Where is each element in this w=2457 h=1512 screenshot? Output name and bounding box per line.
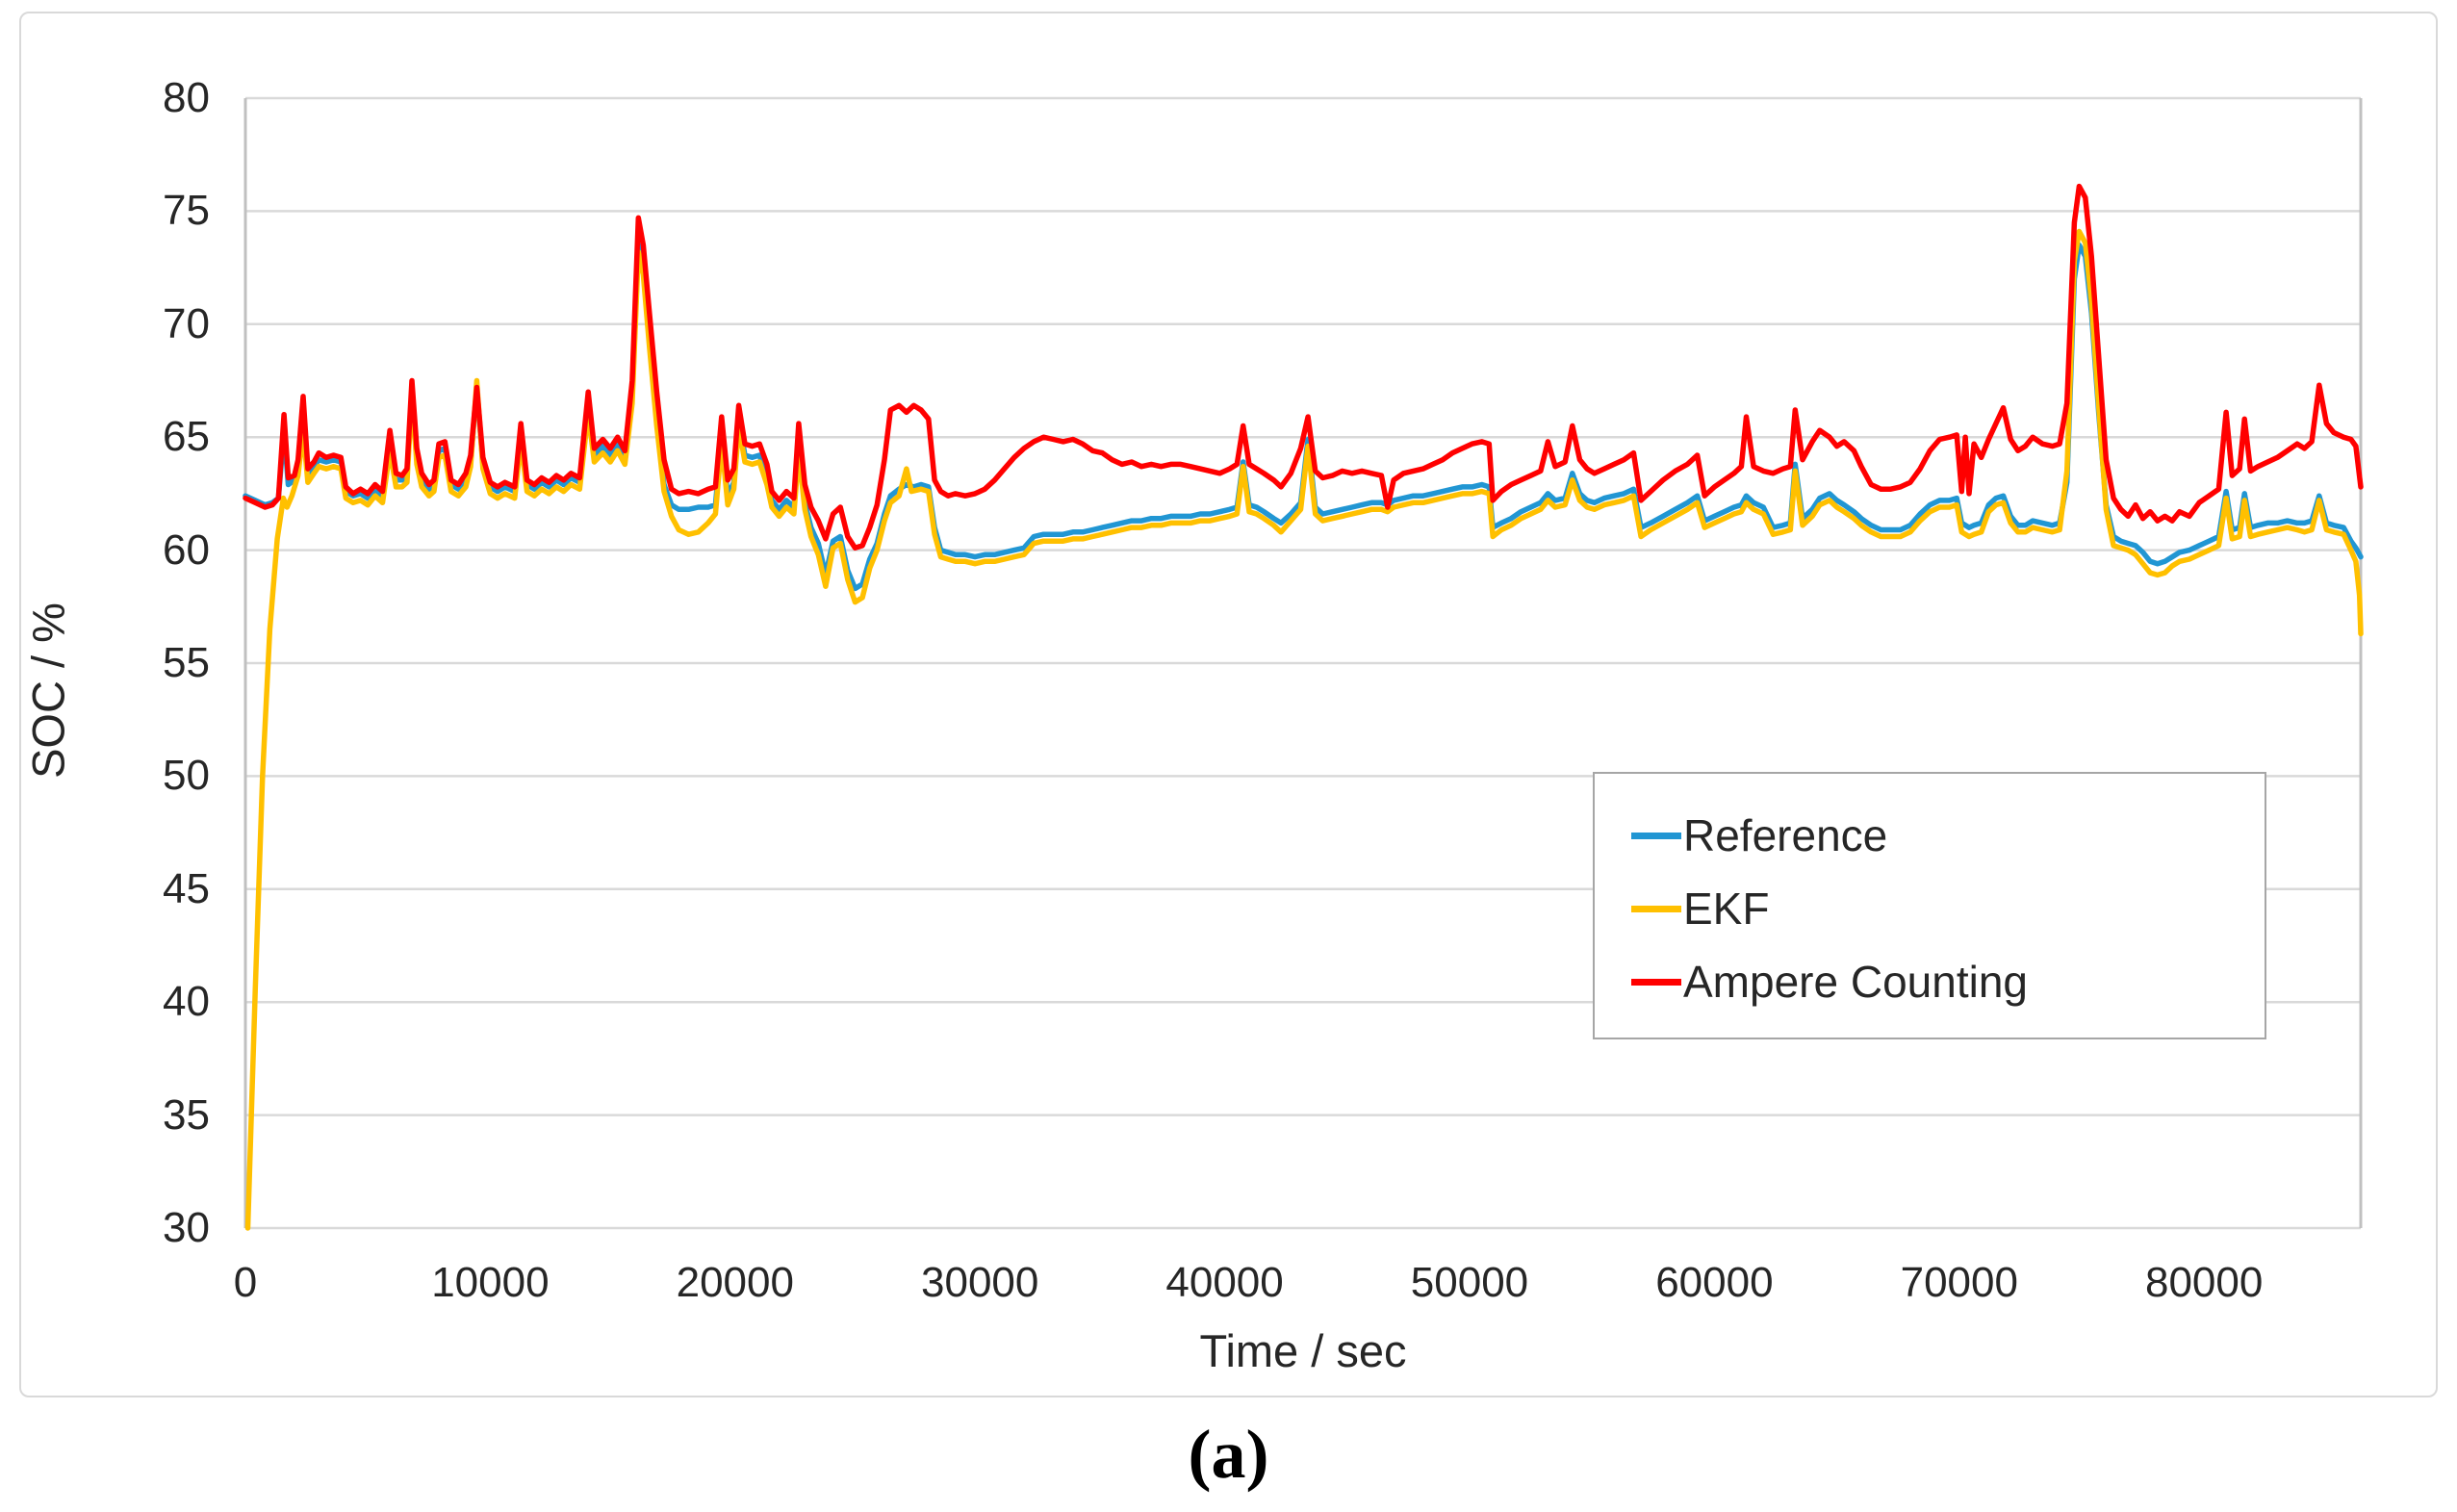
y-tick-label-75: 75 [163,187,210,235]
legend-entry-ampere-counting: Ampere Counting [1631,945,2265,1018]
y-tick-label-50: 50 [163,752,210,800]
soc-line-chart [243,96,2364,1231]
x-axis-title: Time / sec [1199,1325,1407,1376]
reference-line-swatch [1631,832,1681,839]
legend-label-ekf: EKF [1683,884,1770,934]
y-tick-label-70: 70 [163,299,210,347]
legend-entry-reference: Reference [1631,799,2265,872]
y-tick-label-45: 45 [163,864,210,912]
ekf-line-swatch [1631,905,1681,912]
legend-entry-ekf: EKF [1631,872,2265,945]
x-tick-label-10000: 10000 [431,1259,550,1306]
y-axis-title: SOC / % [22,602,74,779]
series-line-ekf [244,228,2364,1231]
y-tick-label-30: 30 [163,1204,210,1251]
x-tick-label-0: 0 [233,1259,258,1306]
x-tick-label-40000: 40000 [1165,1259,1284,1306]
x-tick-label-80000: 80000 [2144,1259,2264,1306]
series-line-ampere-counting [243,183,2364,551]
x-tick-label-20000: 20000 [676,1259,794,1306]
chart-figure: 80 75 70 65 60 55 50 45 40 35 30 0 10000 20000 30000 40… [19,12,2438,1397]
chart-legend: Reference EKF Ampere Counting [1593,772,2266,1039]
y-tick-label-60: 60 [163,525,210,574]
x-tick-label-30000: 30000 [921,1259,1039,1306]
ampere-counting-line-swatch [1631,978,1681,986]
x-tick-label-50000: 50000 [1410,1259,1529,1306]
x-tick-label-60000: 60000 [1655,1259,1774,1306]
subfigure-caption: (a) [1188,1416,1269,1493]
y-tick-label-40: 40 [163,978,210,1026]
x-tick-label-70000: 70000 [1900,1259,2018,1306]
series-line-reference [243,242,2364,592]
legend-label-reference: Reference [1683,810,1888,860]
y-tick-label-55: 55 [163,639,210,686]
y-tick-label-80: 80 [163,74,210,121]
legend-label-ampere-counting: Ampere Counting [1683,957,2028,1007]
y-tick-label-35: 35 [163,1090,210,1139]
y-tick-label-65: 65 [163,413,210,461]
